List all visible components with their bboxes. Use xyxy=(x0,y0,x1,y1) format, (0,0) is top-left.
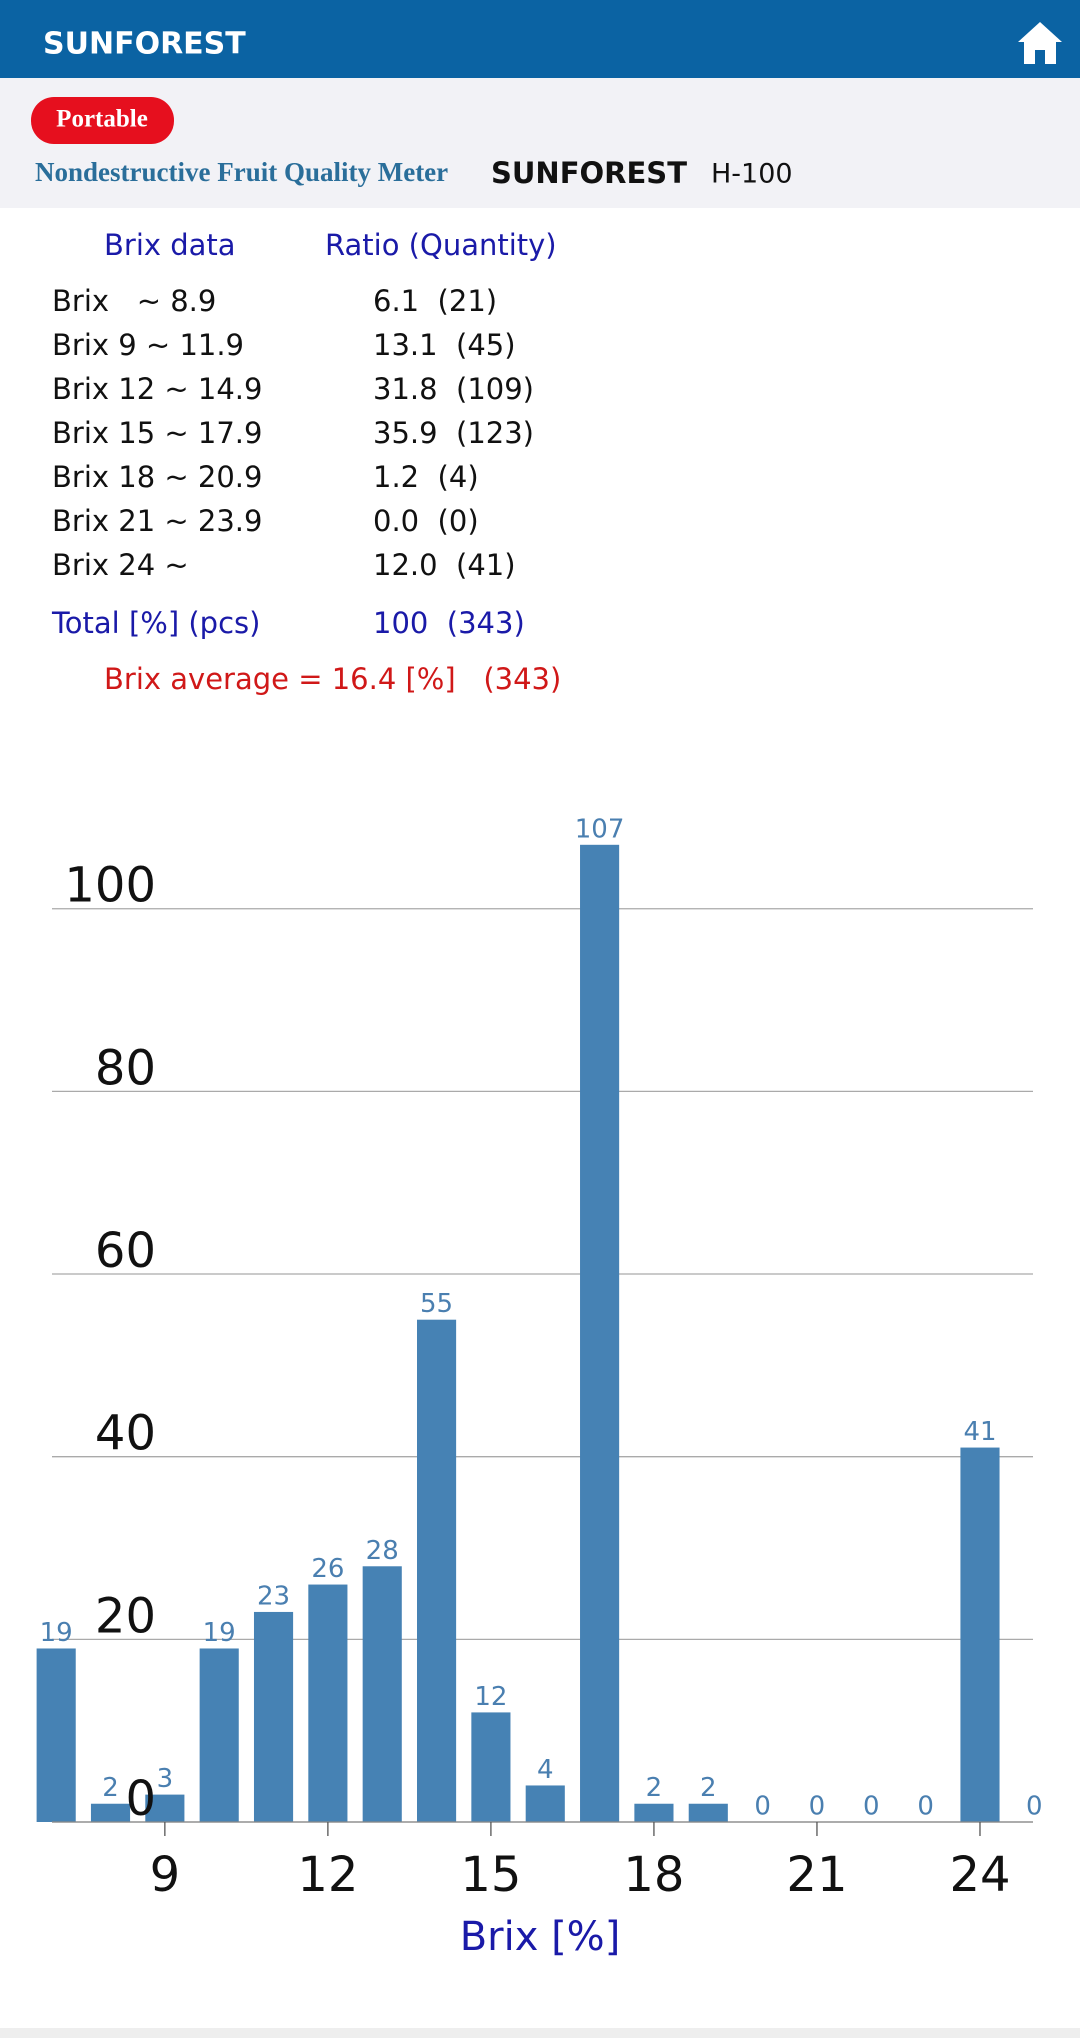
row-label: Brix ~ 8.9 xyxy=(52,284,216,318)
row-value: 13.1 (45) xyxy=(373,328,516,362)
row-value: 1.2 (4) xyxy=(373,460,479,494)
x-axis-label: Brix [%] xyxy=(460,1914,621,1960)
value-label: 2 xyxy=(646,1773,663,1803)
bottom-bar xyxy=(0,2028,1080,2038)
bar xyxy=(199,1648,239,1822)
bar xyxy=(688,1803,728,1822)
total-value: 100 (343) xyxy=(373,606,525,640)
bar xyxy=(634,1803,674,1822)
row-label: Brix 9 ~ 11.9 xyxy=(52,328,244,362)
value-label: 23 xyxy=(257,1581,290,1611)
x-tick-label: 24 xyxy=(949,1847,1010,1903)
value-label: 0 xyxy=(1026,1792,1043,1822)
y-tick-label: 20 xyxy=(95,1588,156,1644)
value-label: 0 xyxy=(754,1792,771,1822)
value-label: 0 xyxy=(917,1792,934,1822)
home-button[interactable] xyxy=(1018,22,1062,64)
bar xyxy=(362,1566,402,1822)
total-label: Total [%] (pcs) xyxy=(51,606,260,640)
banner xyxy=(0,78,1080,208)
value-label: 12 xyxy=(474,1682,507,1712)
row-value: 0.0 (0) xyxy=(373,504,479,538)
banner-brand: SUNFOREST xyxy=(491,156,687,190)
bar xyxy=(960,1447,1000,1822)
value-label: 26 xyxy=(311,1554,344,1584)
x-tick-label: 18 xyxy=(623,1847,684,1903)
x-tick-label: 15 xyxy=(460,1847,521,1903)
bar xyxy=(36,1648,76,1822)
row-label: Brix 12 ~ 14.9 xyxy=(52,372,262,406)
value-label: 2 xyxy=(700,1773,717,1803)
table-header: Brix data xyxy=(104,228,236,262)
average: Brix average = 16.4 [%] (343) xyxy=(104,662,561,696)
value-label: 3 xyxy=(157,1764,174,1794)
bar xyxy=(580,844,620,1822)
row-value: 12.0 (41) xyxy=(373,548,516,582)
row-label: Brix 15 ~ 17.9 xyxy=(52,416,262,450)
y-tick-label: 60 xyxy=(95,1223,156,1279)
value-label: 4 xyxy=(537,1755,554,1785)
value-label: 107 xyxy=(575,814,625,844)
row-value: 6.1 (21) xyxy=(373,284,497,318)
bar xyxy=(471,1712,511,1822)
y-tick-label: 80 xyxy=(95,1040,156,1096)
value-label: 0 xyxy=(863,1792,880,1822)
bar xyxy=(90,1803,131,1822)
value-label: 28 xyxy=(366,1536,399,1566)
y-tick-label: 0 xyxy=(125,1771,156,1827)
x-tick-label: 9 xyxy=(150,1847,181,1903)
x-tick-label: 12 xyxy=(297,1847,358,1903)
bar xyxy=(253,1611,294,1822)
x-tick-label: 21 xyxy=(786,1847,847,1903)
row-value: 35.9 (123) xyxy=(373,416,534,450)
row-value: 31.8 (109) xyxy=(373,372,534,406)
value-label: 41 xyxy=(963,1417,996,1447)
table-header: Ratio (Quantity) xyxy=(325,228,557,262)
bar xyxy=(145,1794,185,1822)
y-tick-label: 100 xyxy=(64,858,156,914)
bar xyxy=(417,1319,457,1822)
banner-model: H-100 xyxy=(711,159,793,190)
badge xyxy=(31,97,174,144)
top-bar xyxy=(0,0,1080,78)
row-label: Brix 21 ~ 23.9 xyxy=(52,504,262,538)
y-tick-label: 40 xyxy=(95,1406,156,1462)
bar xyxy=(308,1584,348,1822)
row-label: Brix 18 ~ 20.9 xyxy=(52,460,262,494)
banner-title: Nondestructive Fruit Quality Meter xyxy=(35,157,448,187)
row-label: Brix 24 ~ xyxy=(52,548,189,582)
value-label: 19 xyxy=(203,1618,236,1648)
value-label: 19 xyxy=(40,1618,73,1648)
logo: SUNFOREST xyxy=(43,27,246,62)
badge-text: Portable xyxy=(56,106,148,133)
bar xyxy=(525,1785,565,1822)
value-label: 55 xyxy=(420,1289,453,1319)
value-label: 0 xyxy=(809,1792,826,1822)
value-label: 2 xyxy=(102,1773,119,1803)
